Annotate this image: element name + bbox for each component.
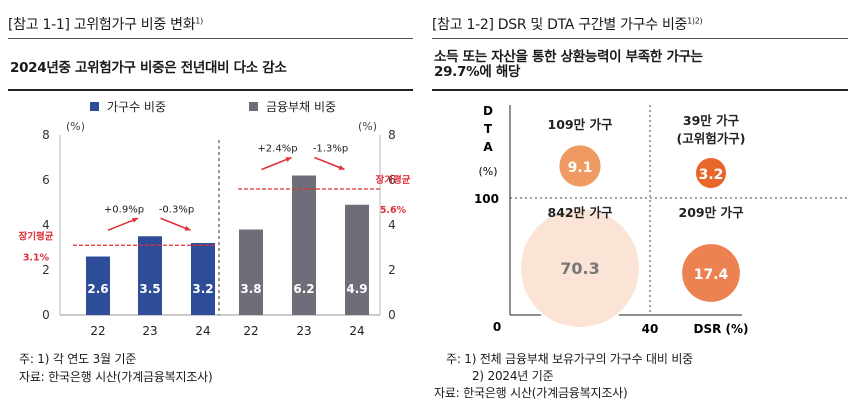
right-title-text: [참고 1-2] DSR 및 DTA 구간별 가구수 비중 [432,17,688,33]
bubble-value-label: 3.2 [699,167,724,183]
right-subtitle-line-1: 소득 또는 자산을 통한 상환능력이 부족한 가구는 [434,49,703,65]
bar-debt-24 [345,204,369,315]
left-note-1: 주: 1) 각 연도 3월 기준 [19,352,137,366]
bubble-household-count: 209만 가구 [679,205,744,220]
bar-value-label: 3.2 [192,282,213,296]
legend-label-households: 가구수 비중 [107,100,166,114]
bar-value-label: 6.2 [293,282,314,296]
left-tick-6: 6 [42,173,50,187]
bubble-household-count: 842만 가구 [548,205,613,220]
legend-swatch-debt [249,102,258,111]
long-term-average-value: 3.1% [23,252,50,263]
left-tick-2: 2 [42,263,50,277]
bubble-top-left [557,143,603,189]
right-panel-title: [참고 1-2] DSR 및 DTA 구간별 가구수 비중1)2) [432,14,703,34]
right-panel: [참고 1-2] DSR 및 DTA 구간별 가구수 비중1)2) 소득 또는 … [432,0,852,419]
x-tick-label: 24 [195,324,210,338]
bubble-value-label: 9.1 [568,160,593,176]
origin-label: 0 [493,320,501,334]
right-tick-8: 8 [388,128,396,142]
bubble-household-count: 109만 가구 [548,117,613,132]
bubble-top-right [694,156,728,190]
left-subtitle: 2024년중 고위험가구 비중은 전년대비 다소 감소 [10,60,287,76]
right-note-2: 2) 2024년 기준 [472,369,554,383]
bar-value-label: 2.6 [87,282,108,296]
y-axis-char-t: T [484,122,493,136]
left-tick-0: 0 [42,308,50,322]
right-title-rule [432,38,848,39]
y-axis-char-d: D [483,104,493,118]
right-tick-2: 2 [388,263,396,277]
left-source: 자료: 한국은행 시산(가계금융복지조사) [19,370,213,384]
dta-threshold-label: 100 [474,192,499,206]
right-subtitle-rule [432,89,848,91]
y-axis-title: D T A (%) [478,104,497,178]
change-arrow-head [132,217,138,223]
left-axis-ticks: 0 2 4 6 8 [42,128,50,322]
right-tick-0: 0 [388,308,396,322]
right-tick-4: 4 [388,218,396,232]
y-axis-char-a: A [483,140,493,154]
bar-chart: 가구수 비중 금융부채 비중 (%) (%) 0 2 4 6 8 0 2 4 6… [19,100,411,338]
change-arrow-head [285,157,292,162]
x-tick-label: 23 [296,324,311,338]
right-source: 자료: 한국은행 시산(가계금융복지조사) [434,386,628,400]
bubble-household-count: 39만 가구 [683,113,740,128]
bar-households-23 [138,236,162,315]
left-axis-unit: (%) [66,120,85,133]
legend-swatch-households [90,102,99,111]
left-title-text: [참고 1-1] 고위험가구 비중 변화 [8,17,196,33]
long-term-average-label: 장기평균 [19,230,54,242]
bar-households-24 [191,243,215,315]
y-axis-unit: (%) [478,165,497,178]
bubble-value-label: 70.3 [560,259,599,278]
change-label: -1.3%p [313,144,348,155]
bubble-value-label: 17.4 [694,267,729,283]
left-panel-title: [참고 1-1] 고위험가구 비중 변화1) [8,14,203,34]
bar-value-label: 3.5 [139,282,160,296]
change-label: -0.3%p [159,204,194,215]
long-term-average-layer: 장기평균 3.1% 장기평균 5.6% [19,174,411,263]
right-subtitle-line-2: 29.7%에 해당 [434,64,521,80]
change-label: +0.9%p [104,204,144,215]
bubble-chart: D T A (%) 100 0 40 DSR (%) 9.1 109만 가구 3.2… [474,104,847,336]
bubble-sub-label: (고위험가구) [677,131,746,146]
right-axis-ticks: 0 2 4 6 8 [388,128,396,322]
x-axis-title: DSR (%) [693,322,748,336]
x-tick-label: 24 [349,324,364,338]
left-tick-8: 8 [42,128,50,142]
change-annotation-layer: +0.9%p -0.3%p +2.4%p -1.3%p [104,144,348,231]
bar-debt-23 [292,175,316,315]
right-axis-unit: (%) [358,120,377,133]
right-tick-6: 6 [388,173,396,187]
bubble-bottom-left [519,207,641,329]
bars-layer: 2.6 22 3.5 23 3.2 24 3.8 22 6.2 23 4.9 24 [86,175,369,338]
bar-value-label: 4.9 [346,282,367,296]
bar-debt-22 [239,229,263,315]
bar-value-label: 3.8 [240,282,261,296]
change-arrow-head [338,165,345,170]
bar-households-22 [86,256,110,315]
change-label: +2.4%p [257,144,297,155]
x-tick-label: 22 [90,324,105,338]
right-title-footnote-mark: 1)2) [687,16,703,26]
long-term-average-label: 장기평균 [376,174,411,186]
left-panel: [참고 1-1] 고위험가구 비중 변화1) 2024년중 고위험가구 비중은 … [8,0,416,419]
left-subtitle-rule [8,89,413,91]
bubbles-layer: 9.1 109만 가구 3.2 39만 가구 (고위험가구) 70.3 842만 가구 17.… [519,113,746,329]
right-subtitle: 소득 또는 자산을 통한 상환능력이 부족한 가구는 29.7%에 해당 [434,50,703,80]
left-tick-4: 4 [42,218,50,232]
legend-label-debt: 금융부채 비중 [266,100,336,114]
left-title-footnote-mark: 1) [195,16,203,26]
left-title-rule [8,38,413,39]
x-tick-label: 22 [243,324,258,338]
x-tick-label: 23 [142,324,157,338]
change-arrow-head [184,225,191,231]
bubble-bottom-right [680,242,742,304]
dsr-threshold-label: 40 [642,322,659,336]
long-term-average-value: 5.6% [380,205,407,216]
right-note-1: 주: 1) 전체 금융부채 보유가구의 가구수 대비 비중 [446,352,694,366]
